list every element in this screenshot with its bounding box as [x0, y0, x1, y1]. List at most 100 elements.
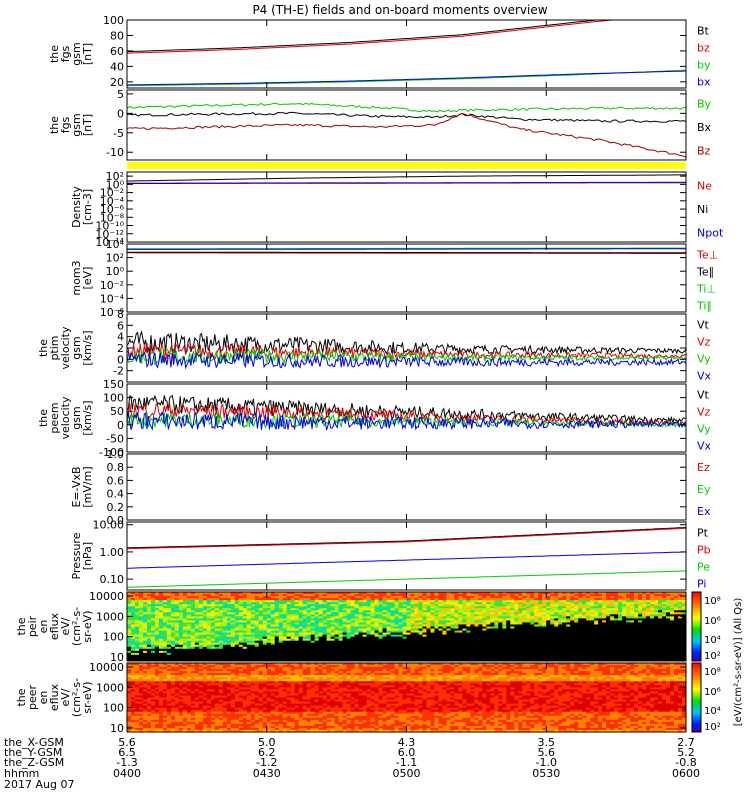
spectrogram-cell [366, 604, 371, 607]
spectrogram-cell [258, 602, 264, 605]
spectrogram-cell [638, 638, 643, 642]
spectrogram-cell [166, 652, 172, 656]
spectrogram-cell [394, 594, 399, 597]
spectrogram-cell [286, 642, 292, 646]
spectrogram-cell [138, 622, 144, 625]
spectrogram-cell [602, 614, 607, 617]
series-Vx-line [126, 350, 687, 370]
spectrogram-cell [330, 594, 336, 597]
spectrogram-cell [314, 642, 320, 646]
spectrogram-cell [490, 632, 495, 636]
spectrogram-cell [150, 618, 156, 621]
spectrogram-cell [538, 630, 543, 633]
spectrogram-cell [214, 618, 220, 621]
spectrogram-cell [246, 624, 252, 627]
spectrogram-cell [302, 620, 308, 623]
spectrogram-cell [246, 636, 252, 640]
spectrogram-cell [430, 648, 435, 652]
spectrogram-cell [666, 634, 671, 638]
spectrogram-cell [638, 596, 643, 599]
spectrogram-cell [554, 608, 559, 611]
spectrogram-cell [306, 626, 312, 629]
spectrogram-cell [334, 602, 340, 605]
spectrogram-cell [482, 638, 487, 642]
spectrogram-cell [630, 602, 635, 605]
spectrogram-cell [194, 612, 200, 615]
spectrogram-cell [338, 652, 344, 656]
spectrogram-cell [362, 648, 367, 652]
spectrogram-cell [518, 636, 523, 640]
spectrogram-cell [194, 650, 200, 654]
spectrogram-cell [394, 626, 399, 629]
spectrogram-cell [346, 646, 351, 650]
spectrogram-cell [498, 608, 503, 611]
spectrogram-cell [274, 610, 280, 613]
spectrogram-cell [294, 626, 300, 629]
spectrogram-cell [494, 600, 499, 603]
spectrogram-cell [490, 604, 495, 607]
spectrogram-cell [330, 626, 336, 629]
spectrogram-cell [242, 608, 248, 611]
spectrogram-cell [146, 596, 152, 599]
spectrogram-cell [538, 608, 543, 611]
spectrogram-cell [222, 630, 228, 633]
spectrogram-cell [654, 608, 659, 611]
y-tick-label: 0.0 [107, 514, 125, 527]
spectrogram-cell [314, 634, 320, 638]
spectrogram-cell [410, 636, 415, 640]
spectrogram-cell [666, 652, 671, 656]
spectrogram-cell [622, 614, 627, 617]
spectrogram-cell [238, 650, 244, 654]
spectrogram-cell [674, 622, 679, 625]
spectrogram-cell [470, 602, 475, 605]
spectrogram-cell [470, 608, 475, 611]
spectrogram-cell [494, 616, 499, 619]
spectrogram-cell [470, 594, 475, 597]
spectrogram-cell [318, 630, 324, 633]
spectrogram-cell [266, 656, 272, 660]
spectrogram-cell [226, 652, 232, 656]
spectrogram-cell [450, 654, 455, 658]
spectrogram-cell [310, 650, 316, 654]
spectrogram-cell [614, 610, 619, 613]
spectrogram-cell [494, 598, 499, 601]
spectrogram-cell [182, 620, 188, 623]
spectrogram-cell [490, 634, 495, 638]
spectrogram-cell [238, 594, 244, 597]
spectrogram-cell [354, 622, 359, 625]
spectrogram-cell [626, 622, 631, 625]
spectrogram-cell [506, 614, 511, 617]
spectrogram-cell [318, 644, 324, 648]
spectrogram-cell [642, 604, 647, 607]
spectrogram-cell [358, 606, 363, 609]
spectrogram-cell [150, 614, 156, 617]
spectrogram-cell [158, 644, 164, 648]
spectrogram-cell [358, 608, 363, 611]
spectrogram-cell [238, 598, 244, 601]
spectrogram-cell [614, 616, 619, 619]
spectrogram-cell [186, 640, 192, 644]
spectrogram-cell [270, 636, 276, 640]
spectrogram-cell [558, 656, 563, 660]
spectrogram-cell [414, 602, 419, 605]
spectrogram-cell [258, 622, 264, 625]
spectrogram-cell [186, 618, 192, 621]
spectrogram-cell [650, 612, 655, 615]
spectrogram-cell [426, 610, 431, 613]
spectrogram-cell [574, 654, 579, 658]
spectrogram-cell [358, 642, 363, 646]
spectrogram-cell [594, 650, 599, 654]
spectrogram-cell [634, 596, 639, 599]
spectrogram-cell [478, 654, 483, 658]
spectrogram-cell [422, 594, 427, 597]
spectrogram-cell [610, 622, 615, 625]
spectrogram-cell [374, 646, 379, 650]
spectrogram-cell [554, 618, 559, 621]
spectrogram-cell [274, 646, 280, 650]
spectrogram-cell [330, 636, 336, 640]
spectrogram-cell [598, 656, 603, 660]
spectrogram-cell [314, 644, 320, 648]
spectrogram-cell [486, 648, 491, 652]
spectrogram-cell [638, 604, 643, 607]
spectrogram-cell [202, 642, 208, 646]
